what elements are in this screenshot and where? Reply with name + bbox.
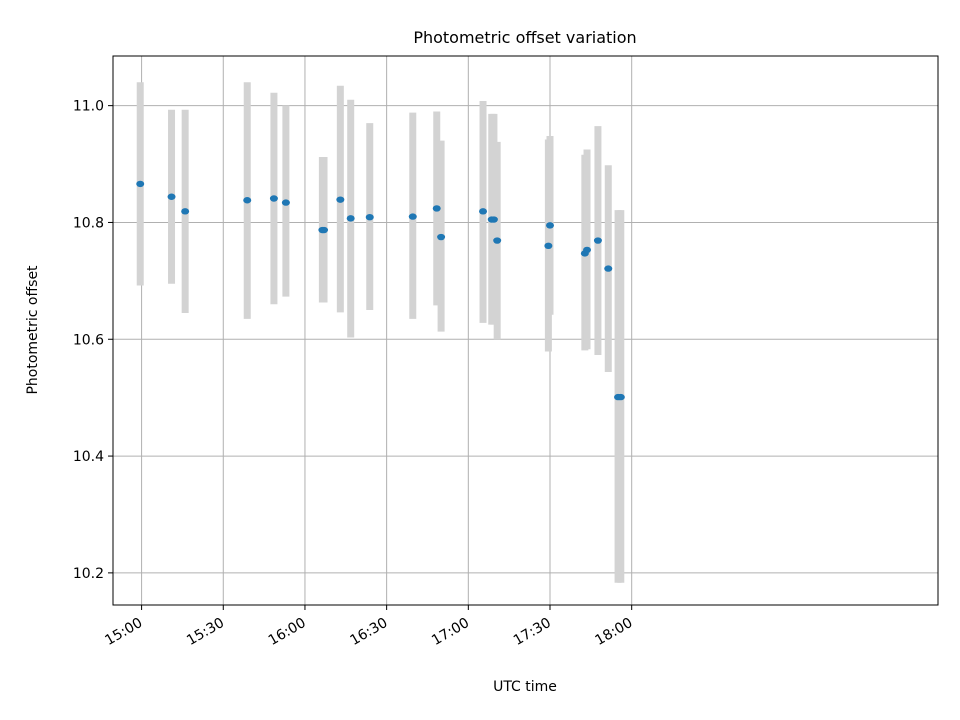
data-point xyxy=(408,213,417,220)
data-points xyxy=(136,180,625,401)
data-point xyxy=(493,237,502,244)
data-point xyxy=(489,216,498,223)
y-tick-label: 10.6 xyxy=(73,332,104,348)
data-point xyxy=(336,196,345,203)
plot-area xyxy=(113,56,938,605)
grid-lines xyxy=(113,56,938,605)
data-point xyxy=(181,208,190,215)
chart-title: Photometric offset variation xyxy=(413,28,636,47)
x-axis-label: UTC time xyxy=(493,679,557,695)
plot-frame xyxy=(112,55,939,606)
data-point xyxy=(593,237,602,244)
data-point xyxy=(346,215,355,222)
data-point xyxy=(320,226,329,234)
data-point xyxy=(432,205,441,212)
data-point xyxy=(544,242,553,250)
data-point xyxy=(546,222,555,229)
y-tick-label: 10.8 xyxy=(73,215,104,231)
y-tick-label: 11.0 xyxy=(73,99,104,115)
y-axis-ticks: 10.2 10.4 10.6 10.8 11.0 xyxy=(73,99,113,582)
data-point xyxy=(243,197,252,204)
data-point xyxy=(269,195,278,202)
data-point xyxy=(604,265,613,272)
data-point xyxy=(167,193,176,200)
y-axis-label: Photometric offset xyxy=(25,265,41,395)
y-tick-label: 10.4 xyxy=(73,449,104,465)
data-point xyxy=(365,213,374,221)
data-point xyxy=(136,180,145,188)
data-point xyxy=(281,199,290,206)
y-tick-label: 10.2 xyxy=(73,566,104,582)
data-point xyxy=(583,246,592,254)
data-point xyxy=(479,208,488,215)
data-point xyxy=(437,233,446,241)
data-point xyxy=(616,393,625,401)
